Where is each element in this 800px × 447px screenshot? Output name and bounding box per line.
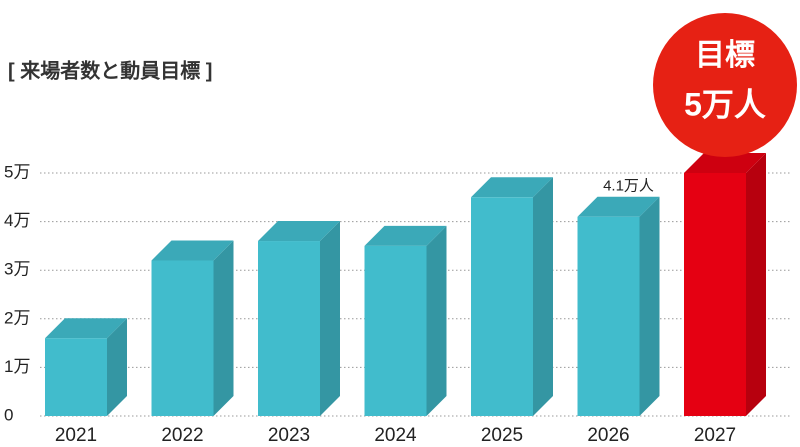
bar [364, 245, 427, 416]
y-tick-label: 2万 [4, 308, 30, 327]
bar-top [151, 240, 234, 261]
bar-side [213, 240, 234, 416]
bar-top [577, 196, 660, 217]
value-label: 4.1万人 [603, 178, 654, 195]
x-tick-label: 2021 [55, 425, 97, 446]
x-tick-label: 2022 [161, 425, 203, 446]
chart-title: [ 来場者数と動員目標 ] [8, 58, 212, 82]
bar [258, 241, 320, 416]
x-tick-label: 2027 [694, 425, 736, 446]
bar [471, 197, 533, 416]
bar [151, 260, 214, 416]
goal-badge [653, 13, 797, 157]
bar-side [533, 177, 553, 416]
y-tick-label: 5万 [4, 162, 30, 181]
x-tick-label: 2024 [374, 425, 417, 446]
bar-side [320, 221, 340, 416]
bar-side [746, 153, 766, 416]
bar-top [45, 318, 127, 339]
goal-badge-title: 目標 [695, 39, 755, 72]
bar [45, 338, 107, 416]
y-tick-label: 1万 [4, 357, 30, 376]
bar [577, 216, 640, 416]
x-tick-label: 2023 [268, 425, 310, 446]
x-tick-label: 2026 [587, 425, 629, 446]
bar-side [107, 318, 127, 416]
bar-side [426, 225, 447, 416]
y-tick-label: 0 [4, 405, 13, 424]
bar [684, 173, 746, 416]
x-tick-label: 2025 [481, 425, 523, 446]
y-tick-label: 4万 [4, 211, 30, 230]
bar-top [258, 221, 340, 242]
bar-top [471, 177, 553, 198]
value-label: 5万人 [684, 86, 766, 122]
bar-top [364, 225, 447, 246]
y-tick-label: 3万 [4, 260, 30, 279]
bar-top [684, 153, 766, 173]
bar-side [639, 196, 660, 416]
